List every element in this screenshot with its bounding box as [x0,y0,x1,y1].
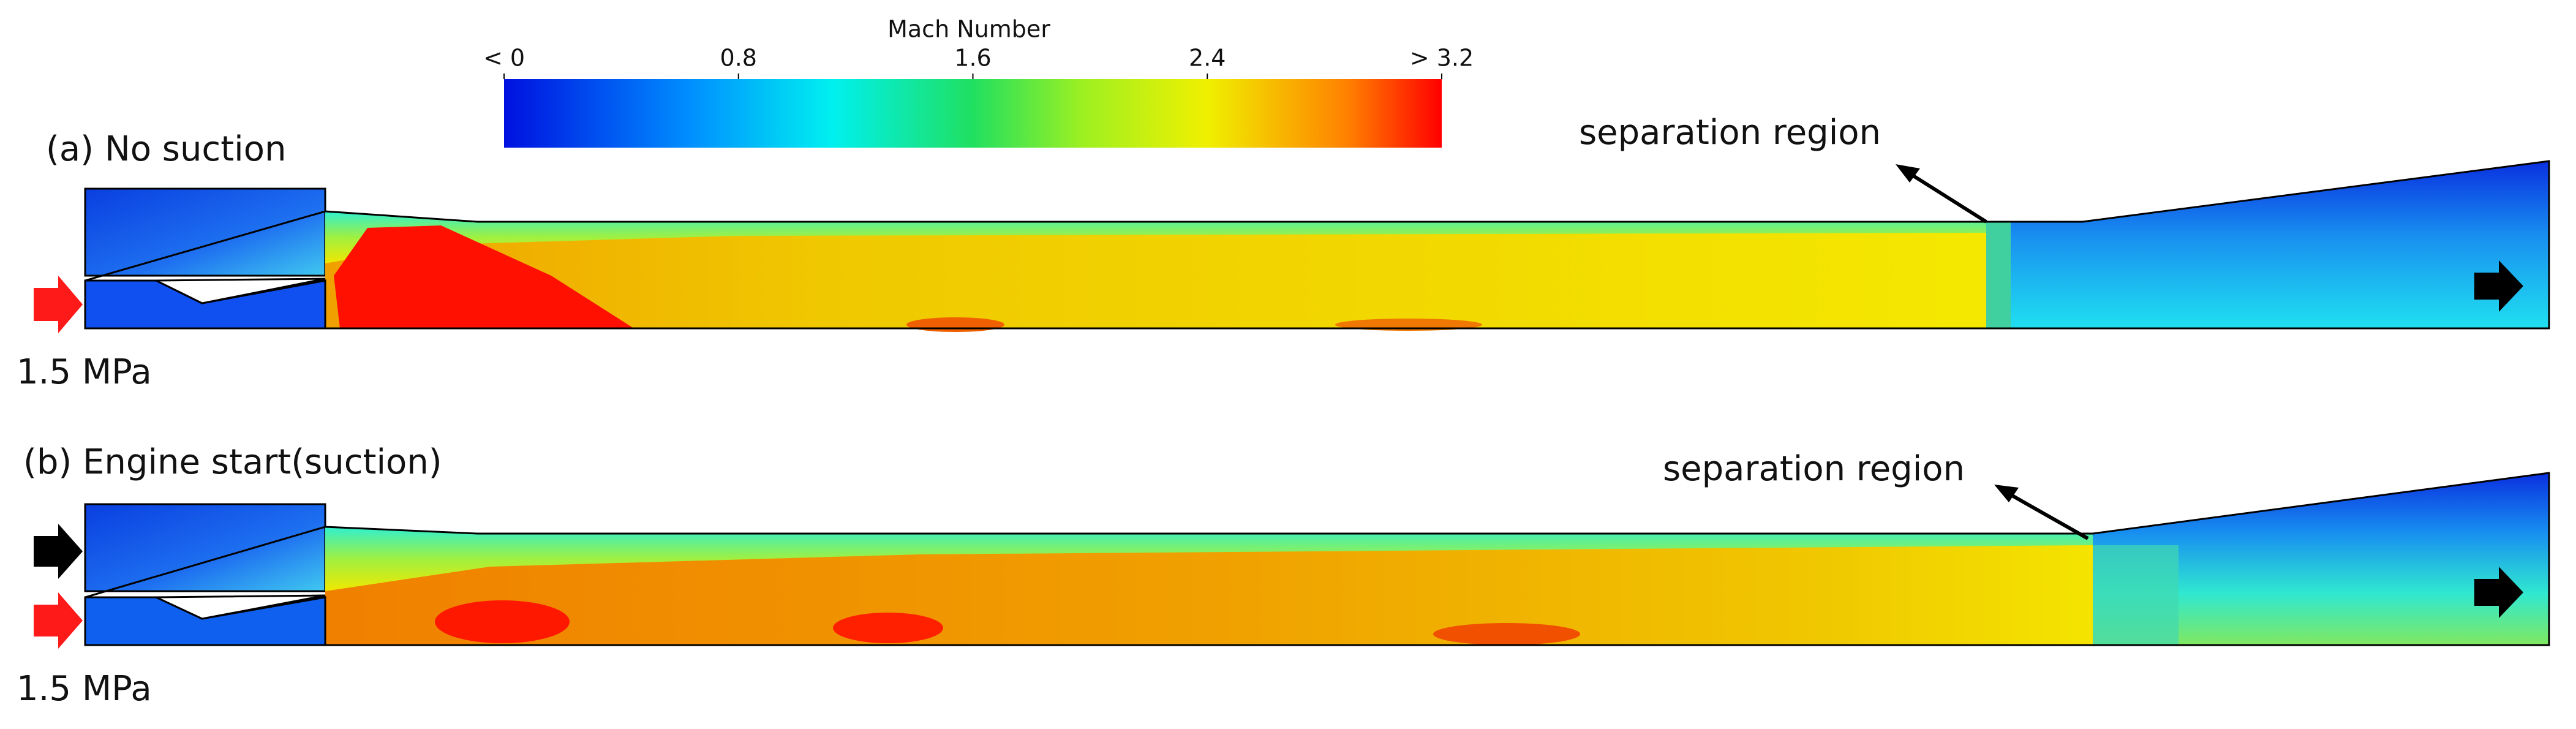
annotation: separation region [1579,113,1881,153]
panel-a-field [34,160,2550,333]
arrow-head [1896,164,1920,183]
colorbar-tick-label: 2.4 [1189,45,1226,72]
inlet-pressure: 1.5 MPa [17,352,152,392]
colorbar-tick-label: < 0 [483,45,525,72]
colorbar-ticks: < 0 0.8 1.6 2.4 > 3.2 [483,45,1474,79]
annotation-arrow [1999,487,2089,540]
colorbar-tick-label: > 3.2 [1410,45,1474,72]
panel-label: (a) No suction [46,129,287,169]
inlet-pressure: 1.5 MPa [17,669,152,709]
arrow-head [1994,485,2019,502]
colorbar-title: Mach Number [887,16,1050,43]
colorbar-tick-label: 0.8 [720,45,757,72]
panel-b-field [34,472,2550,649]
annotation-arrow [1900,167,1987,224]
colorbar [504,79,1442,148]
annotation: separation region [1663,449,1965,489]
panel-label: (b) Engine start(suction) [23,442,442,482]
colorbar-tick-label: 1.6 [954,45,991,72]
